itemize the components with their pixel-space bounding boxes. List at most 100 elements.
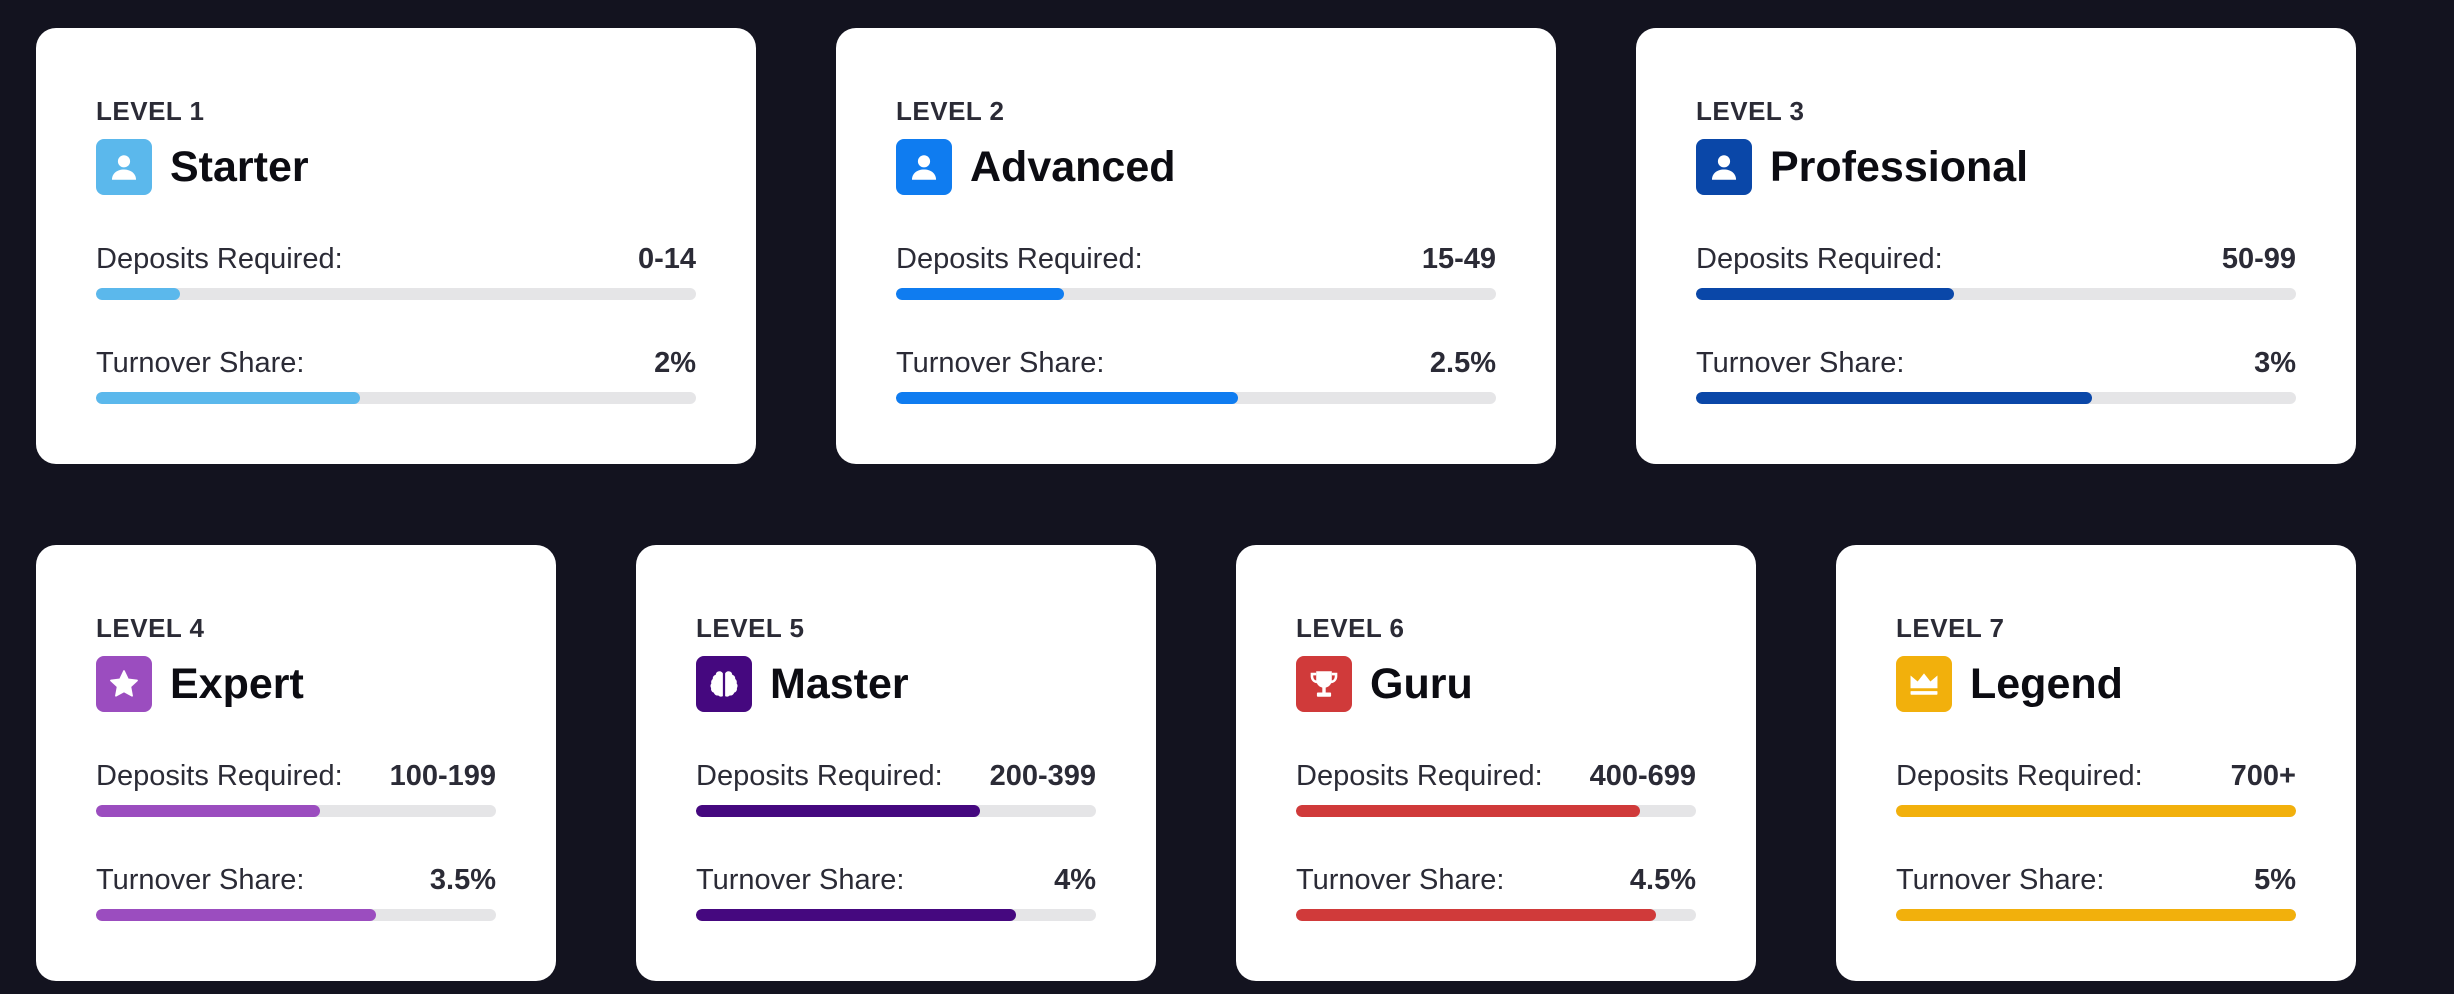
turnover-progress-fill (96, 392, 360, 404)
level-label: LEVEL 7 (1896, 613, 2005, 643)
turnover-progress-bar (896, 392, 1496, 404)
deposits-progress-fill (96, 288, 180, 300)
tier-name: Legend (1970, 660, 2123, 708)
tier-name: Expert (170, 660, 304, 708)
level-label: LEVEL 1 (96, 96, 205, 126)
tier-title-row: Guru (1296, 656, 1473, 712)
turnover-value: 2.5% (1429, 347, 1496, 379)
level-card-6: LEVEL 6 Guru Deposits Required: 400-699 … (1236, 545, 1756, 981)
deposits-value: 50-99 (2221, 243, 2296, 275)
turnover-progress-fill (96, 909, 376, 921)
level-card-3: LEVEL 3 Professional Deposits Required: … (1636, 28, 2356, 464)
deposits-row: Deposits Required: 50-99 (1696, 242, 2296, 276)
turnover-value: 3.5% (429, 864, 496, 896)
deposits-progress-fill (1696, 288, 1954, 300)
deposits-progress-bar (1896, 805, 2296, 817)
turnover-progress-bar (96, 392, 696, 404)
turnover-progress-fill (696, 909, 1016, 921)
tier-title-row: Advanced (896, 139, 1176, 195)
turnover-row: Turnover Share: 5% (1896, 863, 2296, 897)
turnover-row: Turnover Share: 3% (1696, 346, 2296, 380)
deposits-row: Deposits Required: 200-399 (696, 759, 1096, 793)
level-card-7: LEVEL 7 Legend Deposits Required: 700+ T… (1836, 545, 2356, 981)
turnover-progress-bar (1696, 392, 2296, 404)
level-card-5: LEVEL 5 Master Deposits Required: 200-39… (636, 545, 1156, 981)
turnover-progress-bar (1896, 909, 2296, 921)
level-card-2: LEVEL 2 Advanced Deposits Required: 15-4… (836, 28, 1556, 464)
tier-title-row: Expert (96, 656, 304, 712)
deposits-row: Deposits Required: 700+ (1896, 759, 2296, 793)
turnover-progress-fill (1696, 392, 2092, 404)
deposits-value: 200-399 (989, 760, 1096, 792)
level-label: LEVEL 6 (1296, 613, 1405, 643)
deposits-row: Deposits Required: 400-699 (1296, 759, 1696, 793)
level-card-4: LEVEL 4 Expert Deposits Required: 100-19… (36, 545, 556, 981)
level-label: LEVEL 3 (1696, 96, 1805, 126)
star-icon (96, 656, 152, 712)
deposits-value: 400-699 (1589, 760, 1696, 792)
turnover-label: Turnover Share: (96, 347, 305, 379)
deposits-label: Deposits Required: (1296, 760, 1543, 792)
turnover-value: 2% (654, 347, 696, 379)
turnover-value: 3% (2254, 347, 2296, 379)
tier-title-row: Legend (1896, 656, 2123, 712)
turnover-value: 5% (2254, 864, 2296, 896)
deposits-progress-fill (1296, 805, 1640, 817)
turnover-progress-fill (1296, 909, 1656, 921)
turnover-label: Turnover Share: (1296, 864, 1505, 896)
turnover-row: Turnover Share: 4% (696, 863, 1096, 897)
turnover-row: Turnover Share: 4.5% (1296, 863, 1696, 897)
deposits-progress-fill (696, 805, 980, 817)
turnover-label: Turnover Share: (896, 347, 1105, 379)
turnover-label: Turnover Share: (96, 864, 305, 896)
deposits-row: Deposits Required: 0-14 (96, 242, 696, 276)
tier-name: Advanced (970, 143, 1176, 191)
turnover-row: Turnover Share: 2% (96, 346, 696, 380)
turnover-progress-fill (896, 392, 1238, 404)
deposits-label: Deposits Required: (896, 243, 1143, 275)
deposits-label: Deposits Required: (696, 760, 943, 792)
deposits-value: 0-14 (637, 243, 696, 275)
level-label: LEVEL 5 (696, 613, 805, 643)
turnover-progress-bar (96, 909, 496, 921)
turnover-label: Turnover Share: (696, 864, 905, 896)
level-label: LEVEL 2 (896, 96, 1005, 126)
turnover-progress-bar (696, 909, 1096, 921)
brain-icon (696, 656, 752, 712)
deposits-value: 100-199 (389, 760, 496, 792)
trophy-icon (1296, 656, 1352, 712)
deposits-progress-fill (896, 288, 1064, 300)
deposits-progress-bar (896, 288, 1496, 300)
level-label: LEVEL 4 (96, 613, 205, 643)
deposits-progress-bar (96, 805, 496, 817)
turnover-label: Turnover Share: (1696, 347, 1905, 379)
deposits-progress-fill (96, 805, 320, 817)
deposits-value: 15-49 (1421, 243, 1496, 275)
user-icon (896, 139, 952, 195)
deposits-value: 700+ (2230, 760, 2296, 792)
level-card-1: LEVEL 1 Starter Deposits Required: 0-14 … (36, 28, 756, 464)
tier-title-row: Starter (96, 139, 309, 195)
tier-name: Master (770, 660, 909, 708)
crown-icon (1896, 656, 1952, 712)
deposits-progress-bar (96, 288, 696, 300)
tier-name: Starter (170, 143, 309, 191)
turnover-row: Turnover Share: 2.5% (896, 346, 1496, 380)
tier-title-row: Master (696, 656, 909, 712)
deposits-label: Deposits Required: (96, 760, 343, 792)
deposits-label: Deposits Required: (1696, 243, 1943, 275)
turnover-value: 4.5% (1629, 864, 1696, 896)
turnover-label: Turnover Share: (1896, 864, 2105, 896)
deposits-progress-fill (1896, 805, 2296, 817)
turnover-row: Turnover Share: 3.5% (96, 863, 496, 897)
tier-name: Professional (1770, 143, 2029, 191)
deposits-row: Deposits Required: 15-49 (896, 242, 1496, 276)
tier-name: Guru (1370, 660, 1473, 708)
user-icon (96, 139, 152, 195)
deposits-progress-bar (696, 805, 1096, 817)
deposits-progress-bar (1696, 288, 2296, 300)
deposits-row: Deposits Required: 100-199 (96, 759, 496, 793)
deposits-label: Deposits Required: (96, 243, 343, 275)
turnover-progress-fill (1896, 909, 2296, 921)
deposits-progress-bar (1296, 805, 1696, 817)
